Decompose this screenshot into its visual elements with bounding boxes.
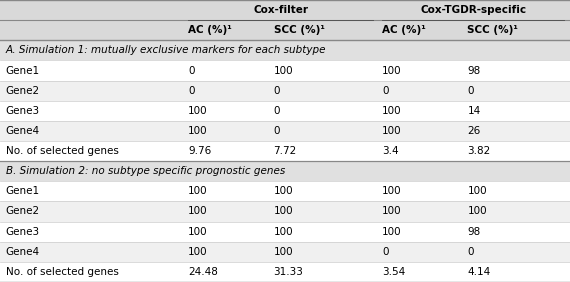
Text: 100: 100 bbox=[274, 227, 293, 237]
Bar bbox=[0, 181, 570, 201]
Text: 0: 0 bbox=[274, 86, 280, 96]
Text: AC (%)¹: AC (%)¹ bbox=[382, 25, 426, 35]
Text: Cox-filter: Cox-filter bbox=[253, 5, 308, 15]
Text: Gene2: Gene2 bbox=[6, 86, 40, 96]
Text: Gene2: Gene2 bbox=[6, 206, 40, 217]
Bar bbox=[0, 81, 570, 101]
Bar bbox=[0, 40, 570, 60]
Text: Gene1: Gene1 bbox=[6, 65, 40, 76]
Text: AC (%)¹: AC (%)¹ bbox=[188, 25, 232, 35]
Bar bbox=[0, 101, 570, 121]
Bar bbox=[0, 262, 570, 282]
Text: 3.4: 3.4 bbox=[382, 146, 398, 156]
Text: 24.48: 24.48 bbox=[188, 267, 218, 277]
Bar bbox=[0, 141, 570, 161]
Text: 0: 0 bbox=[274, 126, 280, 136]
Text: 98: 98 bbox=[467, 227, 481, 237]
Text: 0: 0 bbox=[467, 247, 474, 257]
Text: 100: 100 bbox=[382, 186, 401, 196]
Text: 9.76: 9.76 bbox=[188, 146, 211, 156]
Bar bbox=[0, 201, 570, 222]
Text: Gene4: Gene4 bbox=[6, 247, 40, 257]
Text: 100: 100 bbox=[188, 206, 207, 217]
Text: 3.82: 3.82 bbox=[467, 146, 491, 156]
Text: 0: 0 bbox=[382, 86, 388, 96]
Bar bbox=[0, 222, 570, 242]
Text: No. of selected genes: No. of selected genes bbox=[6, 146, 119, 156]
Text: 100: 100 bbox=[188, 227, 207, 237]
Text: 14: 14 bbox=[467, 106, 481, 116]
Text: 100: 100 bbox=[382, 126, 401, 136]
Bar bbox=[0, 121, 570, 141]
Bar bbox=[0, 0, 570, 20]
Text: 100: 100 bbox=[274, 186, 293, 196]
Text: SCC (%)¹: SCC (%)¹ bbox=[274, 25, 324, 35]
Text: 0: 0 bbox=[274, 106, 280, 116]
Text: 100: 100 bbox=[382, 65, 401, 76]
Text: Gene3: Gene3 bbox=[6, 106, 40, 116]
Text: 100: 100 bbox=[382, 206, 401, 217]
Text: Gene3: Gene3 bbox=[6, 227, 40, 237]
Text: 0: 0 bbox=[188, 86, 194, 96]
Text: 100: 100 bbox=[467, 186, 487, 196]
Text: 100: 100 bbox=[274, 206, 293, 217]
Bar bbox=[0, 242, 570, 262]
Text: SCC (%)¹: SCC (%)¹ bbox=[467, 25, 518, 35]
Bar bbox=[0, 60, 570, 81]
Bar bbox=[0, 161, 570, 181]
Text: 100: 100 bbox=[274, 247, 293, 257]
Text: Gene1: Gene1 bbox=[6, 186, 40, 196]
Text: Cox-TGDR-specific: Cox-TGDR-specific bbox=[420, 5, 526, 15]
Text: 100: 100 bbox=[467, 206, 487, 217]
Text: 98: 98 bbox=[467, 65, 481, 76]
Text: 100: 100 bbox=[382, 227, 401, 237]
Text: 31.33: 31.33 bbox=[274, 267, 303, 277]
Text: 100: 100 bbox=[188, 126, 207, 136]
Text: B. Simulation 2: no subtype specific prognostic genes: B. Simulation 2: no subtype specific pro… bbox=[6, 166, 285, 176]
Text: 3.54: 3.54 bbox=[382, 267, 405, 277]
Text: 0: 0 bbox=[188, 65, 194, 76]
Text: A. Simulation 1: mutually exclusive markers for each subtype: A. Simulation 1: mutually exclusive mark… bbox=[6, 45, 326, 55]
Text: 0: 0 bbox=[467, 86, 474, 96]
Text: 100: 100 bbox=[382, 106, 401, 116]
Text: Gene4: Gene4 bbox=[6, 126, 40, 136]
Text: 100: 100 bbox=[188, 186, 207, 196]
Text: 26: 26 bbox=[467, 126, 481, 136]
Text: No. of selected genes: No. of selected genes bbox=[6, 267, 119, 277]
Text: 0: 0 bbox=[382, 247, 388, 257]
Text: 100: 100 bbox=[188, 106, 207, 116]
Text: 7.72: 7.72 bbox=[274, 146, 297, 156]
Bar bbox=[0, 20, 570, 40]
Text: 4.14: 4.14 bbox=[467, 267, 491, 277]
Text: 100: 100 bbox=[274, 65, 293, 76]
Text: 100: 100 bbox=[188, 247, 207, 257]
